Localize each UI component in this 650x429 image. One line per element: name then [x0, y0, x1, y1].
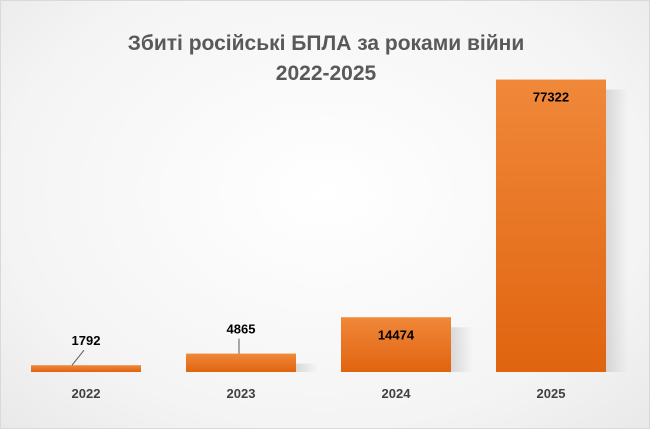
x-tick-label-2022: 2022: [72, 386, 101, 401]
chart-title-line1: Збиті російські БПЛА за роками війни: [127, 32, 525, 55]
bar-shadow: [296, 363, 318, 372]
data-label-2024: 14474: [378, 327, 415, 342]
bar-2022: [31, 365, 141, 372]
data-label-2025: 77322: [533, 90, 569, 105]
x-tick-label-2023: 2023: [227, 386, 256, 401]
bar-2023: [186, 353, 296, 372]
x-tick-label-2024: 2024: [382, 386, 412, 401]
bar-shadow: [606, 89, 628, 372]
data-label-leader-line: [71, 349, 85, 366]
chart-title-line2: 2022-2025: [275, 62, 377, 85]
x-tick-label-2025: 2025: [537, 386, 566, 401]
data-label-2023: 4865: [227, 322, 256, 337]
bar-shadow: [451, 327, 473, 372]
bar-2024: [341, 317, 451, 372]
data-label-2022: 1792: [72, 333, 101, 348]
bar-2025: [496, 79, 606, 372]
chart-title: Збиті російські БПЛА за роками війни 202…: [1, 29, 650, 89]
